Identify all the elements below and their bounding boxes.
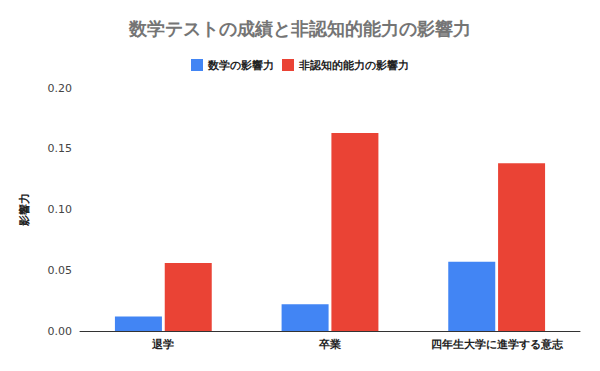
svg-text:影響力: 影響力 (18, 193, 31, 227)
svg-text:0.00: 0.00 (48, 325, 73, 338)
svg-text:0.05: 0.05 (48, 264, 73, 277)
svg-text:卒業: 卒業 (318, 338, 341, 351)
svg-text:0.20: 0.20 (48, 82, 73, 95)
svg-text:数学テストの成績と非認知的能力の影響力: 数学テストの成績と非認知的能力の影響力 (128, 18, 471, 39)
svg-text:数学の影響力: 数学の影響力 (207, 59, 274, 72)
svg-text:四年生大学に進学する意志: 四年生大学に進学する意志 (431, 338, 564, 351)
svg-text:0.15: 0.15 (48, 142, 73, 155)
svg-text:0.10: 0.10 (48, 203, 73, 216)
svg-text:退学: 退学 (151, 338, 174, 351)
svg-text:非認知的能力の影響力: 非認知的能力の影響力 (298, 59, 409, 72)
